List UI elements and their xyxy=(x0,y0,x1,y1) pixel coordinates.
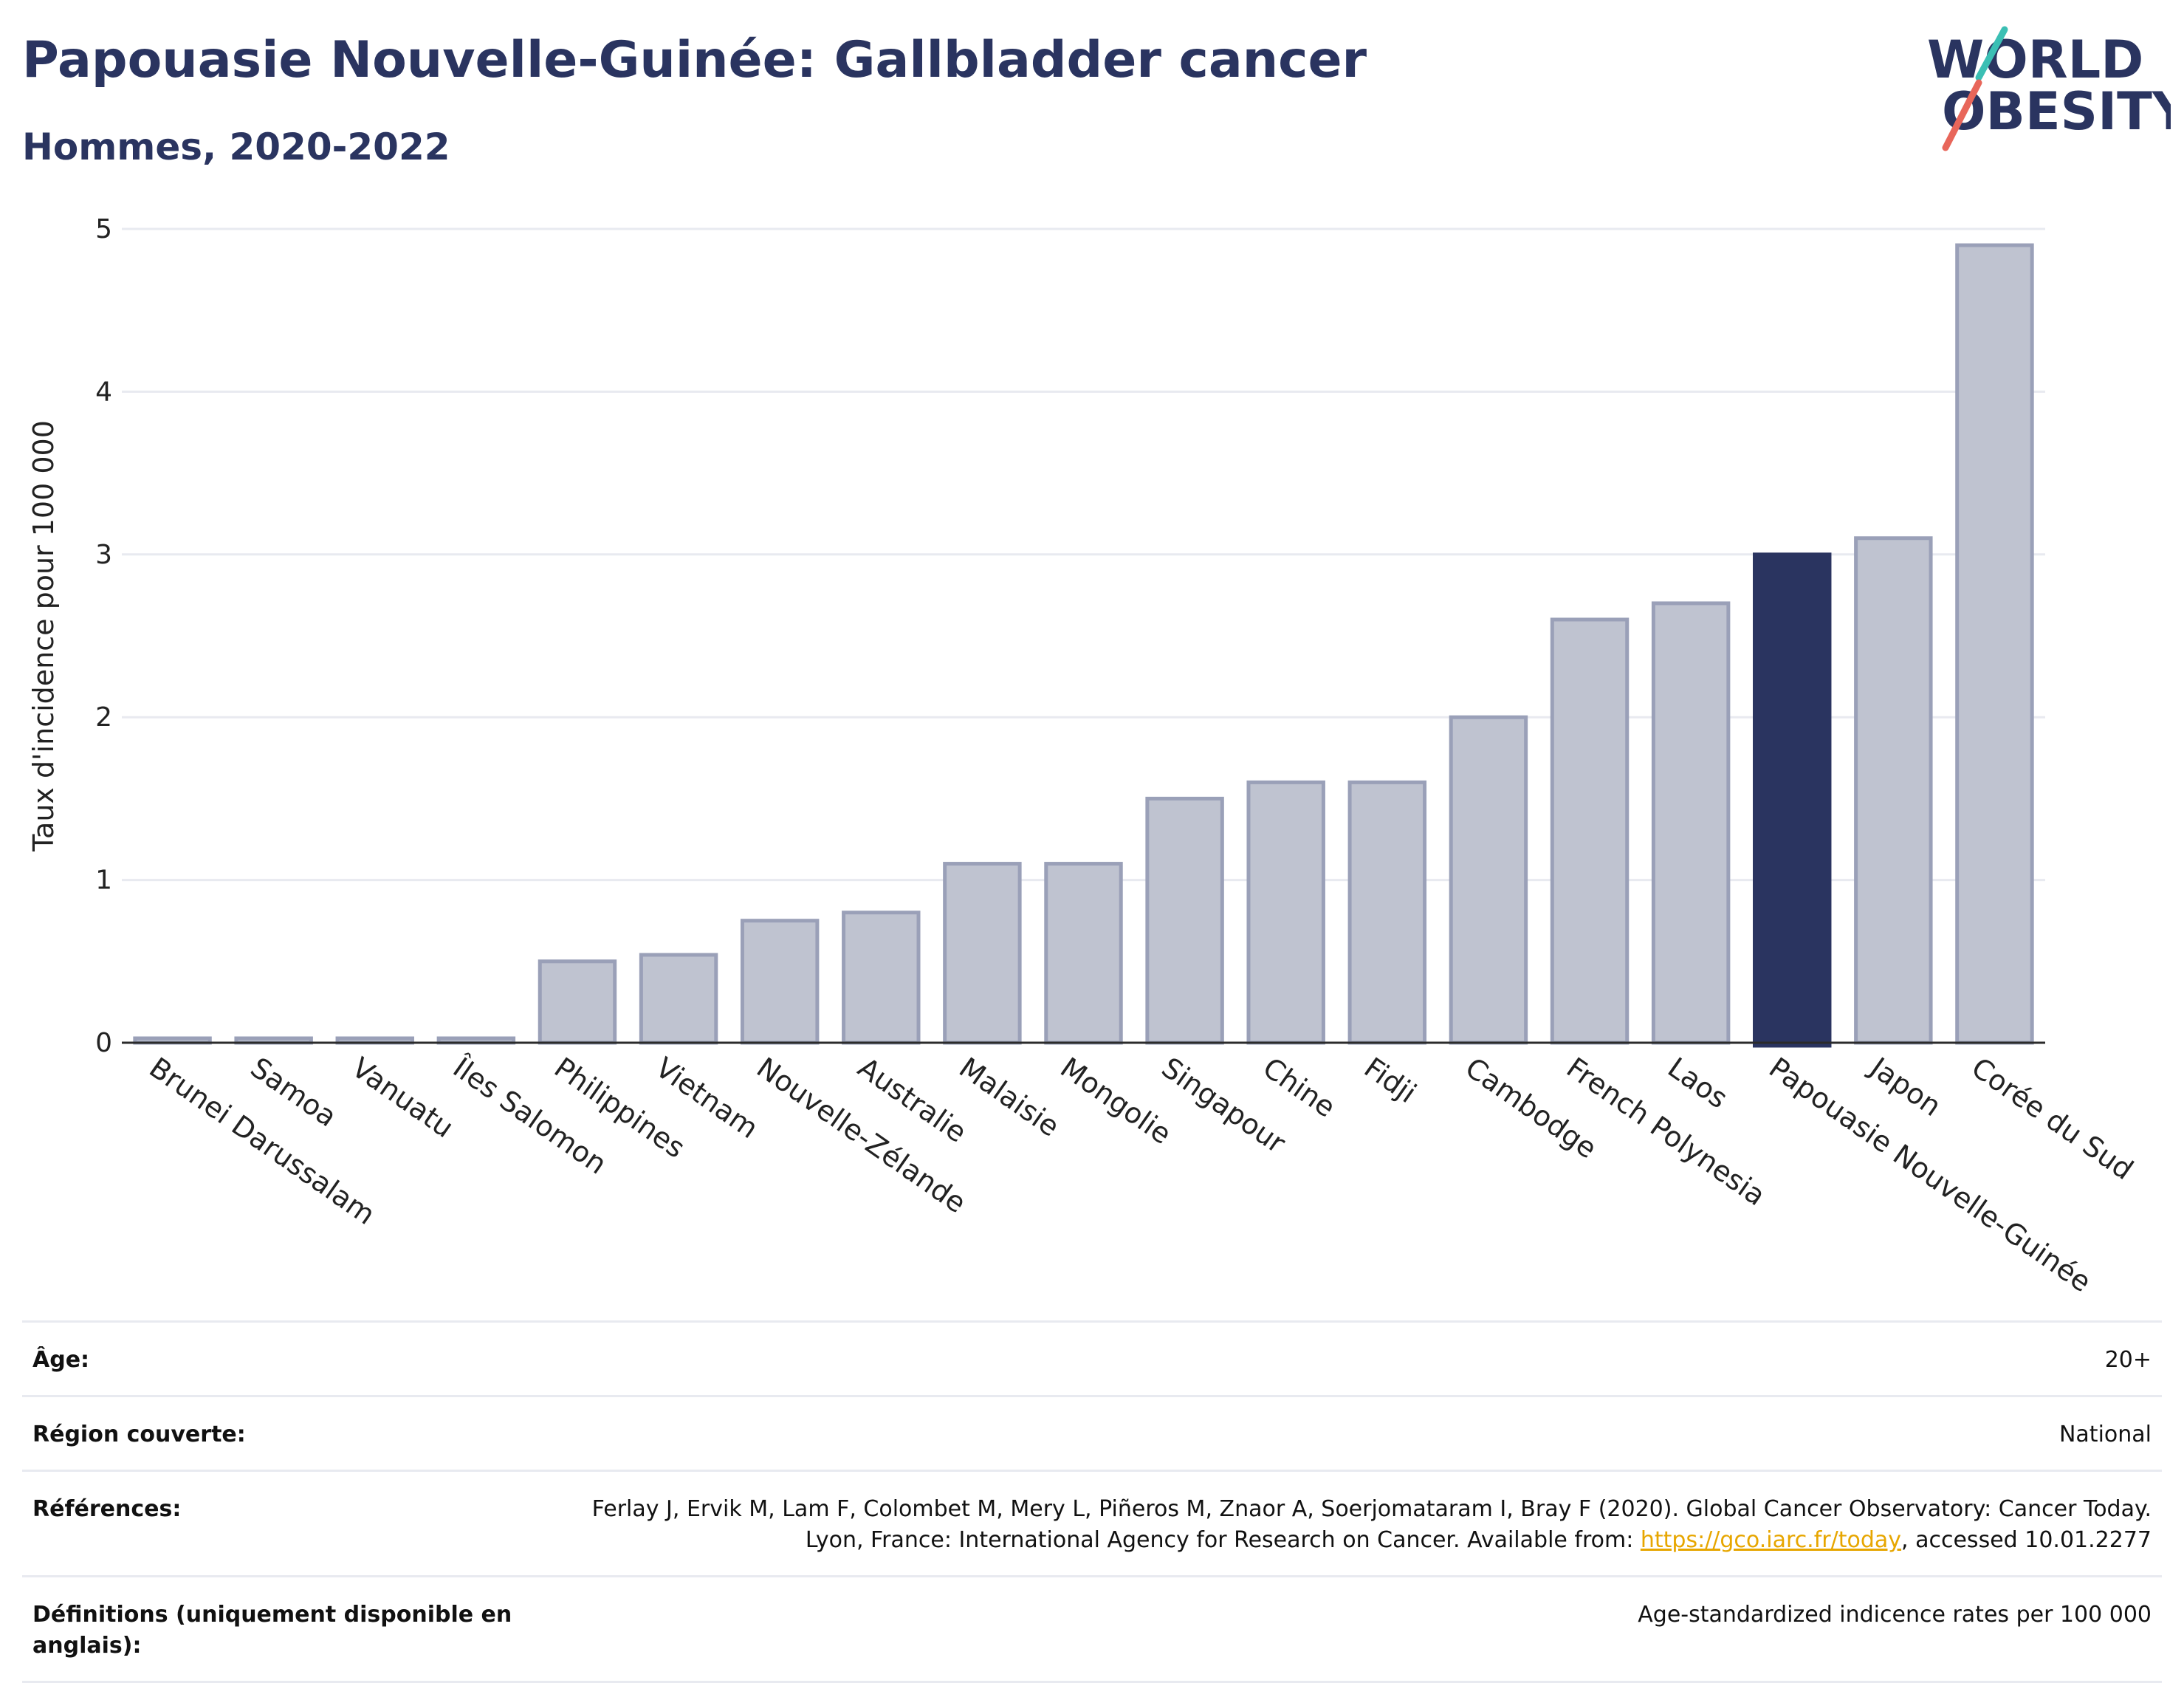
references-value: Ferlay J, Ervik M, Lam F, Colombet M, Me… xyxy=(571,1494,2152,1556)
logo-text-world: WORLD xyxy=(1927,30,2143,90)
logo-slash-coral xyxy=(1942,79,1982,151)
x-tick-label: Chine xyxy=(1257,1051,1342,1123)
references-suffix: , accessed 10.01.2277 xyxy=(1901,1527,2152,1553)
y-axis-title: Taux d'incidence pour 100 000 xyxy=(27,420,60,852)
bar xyxy=(1449,715,1528,1045)
bar xyxy=(1854,536,1933,1045)
y-tick-label: 5 xyxy=(95,214,112,244)
chart-title: Papouasie Nouvelle-Guinée: Gallbladder c… xyxy=(22,31,1367,89)
bar-highlight xyxy=(1753,552,1832,1048)
logo-text-obesity: OBESITY xyxy=(1942,81,2171,142)
info-row-definitions: Définitions (uniquement disponible en an… xyxy=(22,1575,2162,1683)
bar xyxy=(1955,243,2034,1045)
x-tick-label: Laos xyxy=(1662,1051,1734,1114)
info-row-references: Références: Ferlay J, Ervik M, Lam F, Co… xyxy=(22,1470,2162,1575)
x-tick-label: Vanuatu xyxy=(346,1051,460,1144)
x-tick-label: Fidji xyxy=(1359,1051,1423,1109)
x-tick-label: Corée du Sud xyxy=(1965,1051,2139,1186)
bar xyxy=(842,911,921,1045)
references-text: Ferlay J, Ervik M, Lam F, Colombet M, Me… xyxy=(591,1496,2152,1553)
x-tick-label: Malaisie xyxy=(953,1051,1065,1142)
bar xyxy=(1044,862,1123,1045)
x-tick-label: Japon xyxy=(1864,1050,1948,1122)
references-label: Références: xyxy=(32,1496,182,1522)
bar xyxy=(1550,617,1630,1045)
bar xyxy=(639,953,718,1045)
bar xyxy=(538,959,617,1045)
region-label: Région couverte: xyxy=(32,1422,246,1447)
info-table: Âge: 20+ Région couverte: National Référ… xyxy=(22,1320,2162,1683)
region-value: National xyxy=(2058,1422,2152,1447)
y-tick-label: 2 xyxy=(95,702,112,733)
y-tick-label: 4 xyxy=(95,377,112,407)
x-tick-label: Mongolie xyxy=(1054,1051,1177,1151)
world-obesity-logo: WORLD OBESITY xyxy=(1927,26,2171,151)
definitions-label: Définitions (uniquement disponible en an… xyxy=(32,1602,512,1659)
bar xyxy=(1246,780,1325,1045)
bar xyxy=(1347,780,1427,1045)
y-tick-label: 1 xyxy=(95,866,112,896)
references-link[interactable]: https://gco.iarc.fr/today xyxy=(1640,1527,1902,1553)
info-row-age: Âge: 20+ xyxy=(22,1320,2162,1395)
logo-slash-teal xyxy=(1975,26,2008,81)
age-value: 20+ xyxy=(2104,1347,2152,1373)
age-label: Âge: xyxy=(32,1347,90,1373)
y-tick-label: 3 xyxy=(95,540,112,570)
definitions-value: Age-standardized indicence rates per 100… xyxy=(1638,1602,2152,1628)
chart-subtitle: Hommes, 2020-2022 xyxy=(22,126,450,168)
bar xyxy=(943,862,1022,1045)
bar xyxy=(740,919,820,1045)
bar xyxy=(1651,601,1731,1045)
bar xyxy=(1145,796,1224,1045)
info-row-region: Région couverte: National xyxy=(22,1395,2162,1470)
y-tick-label: 0 xyxy=(95,1028,112,1058)
